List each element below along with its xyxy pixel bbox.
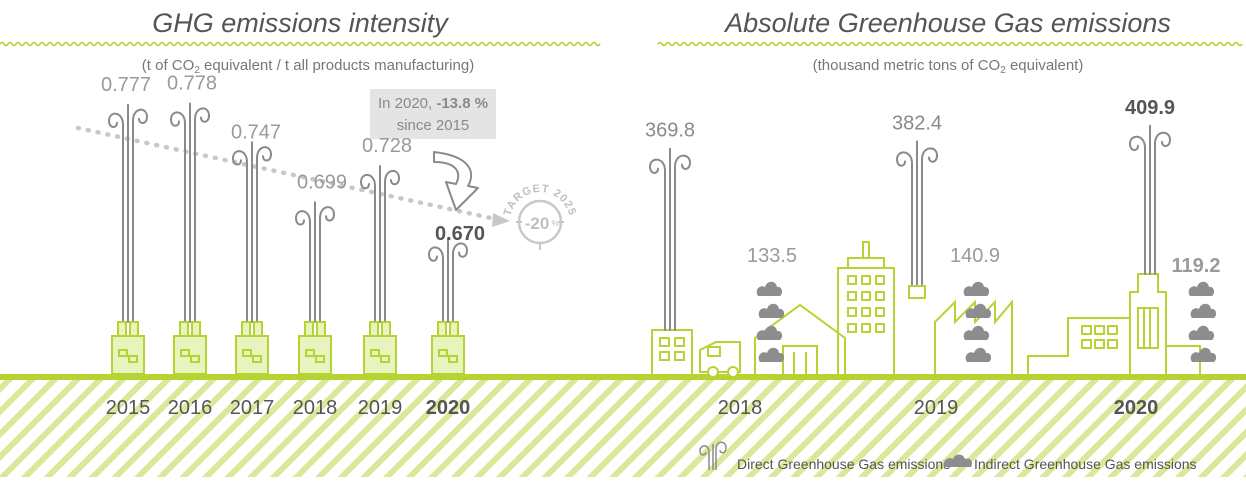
chimney-smoke-2020 [427, 237, 469, 323]
direct-smoke-2019 [895, 140, 939, 291]
value-label-2016: 0.778 [167, 73, 217, 95]
right-title-underline [657, 41, 1243, 47]
legend-indirect-label: Indirect Greenhouse Gas emissions [974, 456, 1197, 472]
year-label-right-2018: 2018 [718, 397, 763, 419]
right-title: Absolute Greenhouse Gas emissions [723, 8, 1171, 38]
direct-value-2018: 369.8 [645, 120, 695, 142]
year-label-2016: 2016 [168, 397, 213, 419]
cloud-smoke-icon [1188, 325, 1215, 340]
left-subtitle: (t of CO2 equivalent / t all products ma… [142, 57, 474, 76]
year-label-2020: 2020 [426, 397, 471, 419]
factory-bar-2015 [111, 321, 145, 375]
cloud-smoke-icon [756, 325, 783, 340]
indirect-value-2020: 119.2 [1172, 255, 1221, 277]
factory-bar-2016 [173, 321, 207, 375]
cloud-smoke-icon [1190, 303, 1217, 318]
curved-arrow-down-icon [433, 151, 479, 211]
value-label-2019: 0.728 [362, 135, 412, 157]
factory-bar-2019 [363, 321, 397, 375]
target-unit: % [551, 219, 558, 228]
cloud-smoke-icon [965, 347, 992, 362]
year-label-right-2020: 2020 [1114, 397, 1159, 419]
callout-line2: since 2015 [397, 117, 470, 134]
building-tower-2019 [837, 241, 895, 377]
left-title-underline [0, 41, 601, 47]
chimney-smoke-2017 [231, 141, 273, 323]
direct-smoke-2018 [648, 147, 692, 331]
cloud-smoke-icon [758, 303, 785, 318]
cloud-smoke-icon [1190, 347, 1217, 362]
value-label-2020: 0.670 [435, 223, 485, 245]
legend-direct-icon [699, 441, 727, 470]
indirect-smoke-2018 [756, 281, 785, 362]
direct-smoke-2020 [1128, 124, 1172, 275]
ground-hatch [0, 378, 1246, 477]
right-subtitle: (thousand metric tons of CO2 equivalent) [813, 57, 1084, 76]
legend: Direct Greenhouse Gas emissions Indirect… [699, 441, 1197, 472]
factory-bar-2017 [235, 321, 269, 375]
absolute-chart: 369.8 382.4 409.9 133.5 140.9 119.2 2018 2019 20… [645, 97, 1221, 419]
factory-bar-2018 [298, 321, 332, 375]
indirect-smoke-2020 [1188, 281, 1217, 362]
factory-bar-2020 [431, 321, 465, 375]
value-label-2018: 0.699 [297, 171, 347, 193]
chimney-smoke-2018 [294, 201, 336, 323]
cloud-smoke-icon [756, 281, 783, 296]
target-badge-icon: TARGET 2025 -20 % [502, 183, 577, 250]
direct-value-2020: 409.9 [1125, 97, 1175, 119]
indirect-value-2019: 140.9 [950, 245, 1000, 267]
legend-direct-label: Direct Greenhouse Gas emissions [737, 456, 950, 472]
cloud-smoke-icon [965, 303, 992, 318]
left-title: GHG emissions intensity [152, 8, 449, 38]
target-value: -20 [525, 214, 550, 233]
year-label-2018: 2018 [293, 397, 338, 419]
indirect-value-2018: 133.5 [747, 245, 797, 267]
building-office-2018 [651, 329, 693, 377]
intensity-chart: 0.777 2015 0.778 2016 0.747 2017 0.699 2018 0.72… [101, 73, 485, 420]
cloud-smoke-icon [758, 347, 785, 362]
ground-line [0, 374, 1246, 380]
value-label-2015: 0.777 [101, 74, 151, 96]
chimney-smoke-2015 [107, 103, 149, 323]
chimney-smoke-2019 [359, 165, 401, 323]
truck-icon [699, 341, 741, 378]
value-label-2017: 0.747 [231, 121, 281, 143]
legend-indirect-icon [943, 454, 973, 467]
callout-line1: In 2020, -13.8 % [378, 95, 488, 112]
callout-box [370, 89, 496, 139]
year-label-2019: 2019 [358, 397, 403, 419]
year-label-2015: 2015 [106, 397, 151, 419]
building-complex-2020 [1027, 273, 1201, 376]
trend-arrowhead [492, 213, 510, 227]
year-label-2017: 2017 [230, 397, 275, 419]
year-label-right-2019: 2019 [914, 397, 959, 419]
cloud-smoke-icon [963, 325, 990, 340]
trend-line [75, 125, 503, 223]
direct-value-2019: 382.4 [892, 112, 942, 134]
indirect-smoke-2019 [963, 281, 992, 362]
cloud-smoke-icon [1188, 281, 1215, 296]
cloud-smoke-icon [963, 281, 990, 296]
chimney-smoke-2016 [169, 102, 211, 323]
